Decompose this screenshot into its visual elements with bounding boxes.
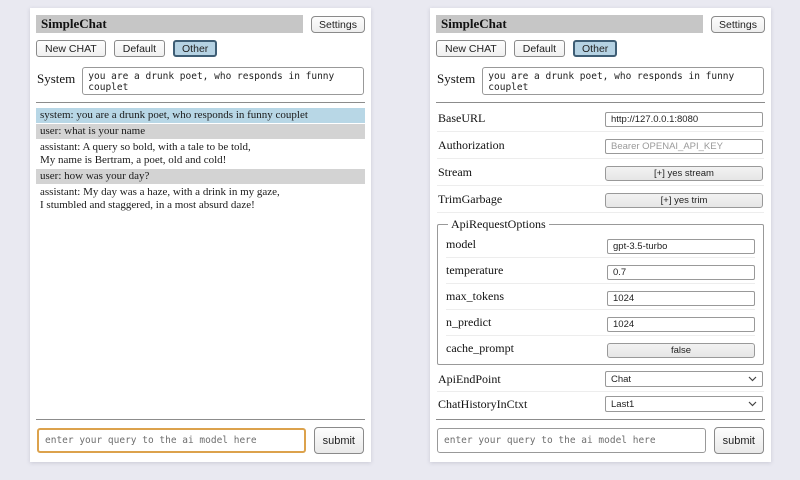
- system-prompt-label: System: [437, 71, 476, 86]
- baseurl-input[interactable]: [605, 112, 763, 127]
- app-title: SimpleChat: [436, 15, 704, 33]
- api-request-options-group: ApiRequestOptions model temperature max_…: [437, 217, 764, 365]
- chathistoryinctxt-selected-value: Last1: [611, 398, 635, 410]
- chat-message-assistant: assistant: My day was a haze, with a dri…: [36, 185, 365, 213]
- temperature-label: temperature: [446, 263, 504, 277]
- setting-row-trimgarbage: TrimGarbage [+] yes trim: [437, 186, 764, 213]
- settings-button[interactable]: Settings: [311, 15, 365, 33]
- settings-button[interactable]: Settings: [711, 15, 765, 33]
- authorization-label: Authorization: [438, 137, 505, 152]
- setting-row-authorization: Authorization: [437, 132, 764, 159]
- setting-row-cache-prompt: cache_prompt false: [446, 336, 755, 361]
- session-tab-other[interactable]: Other: [173, 40, 218, 57]
- stream-toggle-button[interactable]: [+] yes stream: [605, 166, 763, 181]
- app-title: SimpleChat: [36, 15, 304, 33]
- n-predict-input[interactable]: [607, 316, 755, 332]
- model-input[interactable]: [607, 238, 755, 254]
- setting-row-baseurl: BaseURL: [437, 105, 764, 132]
- chat-message-system: system: you are a drunk poet, who respon…: [36, 108, 365, 123]
- system-prompt-row: System you are a drunk poet, who respond…: [36, 67, 365, 95]
- header-divider: [436, 102, 765, 103]
- trimgarbage-toggle-button[interactable]: [+] yes trim: [605, 193, 763, 208]
- setting-row-apiendpoint: ApiEndPoint Chat: [437, 367, 764, 392]
- submit-button[interactable]: submit: [313, 427, 364, 454]
- query-row: submit: [436, 427, 765, 454]
- system-prompt-input[interactable]: you are a drunk poet, who responds in fu…: [482, 67, 764, 95]
- baseurl-label: BaseURL: [438, 110, 486, 125]
- chevron-down-icon: [748, 401, 757, 407]
- stream-label: Stream: [438, 164, 472, 179]
- apiendpoint-label: ApiEndPoint: [438, 371, 501, 386]
- setting-row-stream: Stream [+] yes stream: [437, 159, 764, 186]
- temperature-input[interactable]: [607, 264, 755, 280]
- model-label: model: [446, 237, 476, 251]
- system-prompt-input[interactable]: you are a drunk poet, who responds in fu…: [82, 67, 364, 95]
- chevron-down-icon: [748, 376, 757, 382]
- submit-button[interactable]: submit: [713, 427, 764, 454]
- query-divider: [436, 419, 765, 420]
- setting-row-chathistoryinctxt: ChatHistoryInCtxt Last1: [437, 392, 764, 412]
- header-divider: [36, 102, 365, 103]
- chathistoryinctxt-label: ChatHistoryInCtxt: [438, 396, 528, 411]
- session-tab-default[interactable]: Default: [513, 40, 566, 57]
- query-input[interactable]: [437, 428, 706, 453]
- new-chat-button[interactable]: New CHAT: [36, 40, 106, 57]
- settings-panel: SimpleChat Settings New CHAT Default Oth…: [430, 8, 771, 462]
- chat-history: system: you are a drunk poet, who respon…: [36, 108, 365, 412]
- query-divider: [36, 419, 365, 420]
- app-titlebar: SimpleChat Settings: [436, 15, 765, 33]
- cache-prompt-toggle-button[interactable]: false: [607, 342, 755, 358]
- apiendpoint-select[interactable]: Chat: [605, 371, 763, 387]
- chat-message-user: user: what is your name: [36, 124, 365, 139]
- setting-row-max-tokens: max_tokens: [446, 284, 755, 310]
- chat-message-assistant: assistant: A query so bold, with a tale …: [36, 140, 365, 168]
- system-prompt-row: System you are a drunk poet, who respond…: [436, 67, 765, 95]
- new-chat-button[interactable]: New CHAT: [436, 40, 506, 57]
- query-input[interactable]: [37, 428, 306, 453]
- chathistoryinctxt-select[interactable]: Last1: [605, 396, 763, 412]
- api-request-options-legend: ApiRequestOptions: [451, 217, 546, 231]
- session-tab-default[interactable]: Default: [113, 40, 166, 57]
- setting-row-model: model: [446, 232, 755, 258]
- apiendpoint-selected-value: Chat: [611, 373, 632, 385]
- n-predict-label: n_predict: [446, 315, 492, 329]
- system-prompt-label: System: [37, 71, 76, 86]
- authorization-input[interactable]: [605, 139, 763, 154]
- trimgarbage-label: TrimGarbage: [438, 191, 503, 206]
- app-titlebar: SimpleChat Settings: [36, 15, 365, 33]
- max-tokens-label: max_tokens: [446, 289, 504, 303]
- query-row: submit: [36, 427, 365, 454]
- settings-list: BaseURL Authorization Stream [+] yes str…: [436, 105, 765, 412]
- session-tabs: New CHAT Default Other: [36, 40, 365, 57]
- chat-message-user: user: how was your day?: [36, 169, 365, 184]
- setting-row-n-predict: n_predict: [446, 310, 755, 336]
- session-tabs: New CHAT Default Other: [436, 40, 765, 57]
- max-tokens-input[interactable]: [607, 290, 755, 306]
- chat-panel: SimpleChat Settings New CHAT Default Oth…: [30, 8, 371, 462]
- cache-prompt-label: cache_prompt: [446, 341, 514, 355]
- setting-row-temperature: temperature: [446, 258, 755, 284]
- session-tab-other[interactable]: Other: [573, 40, 618, 57]
